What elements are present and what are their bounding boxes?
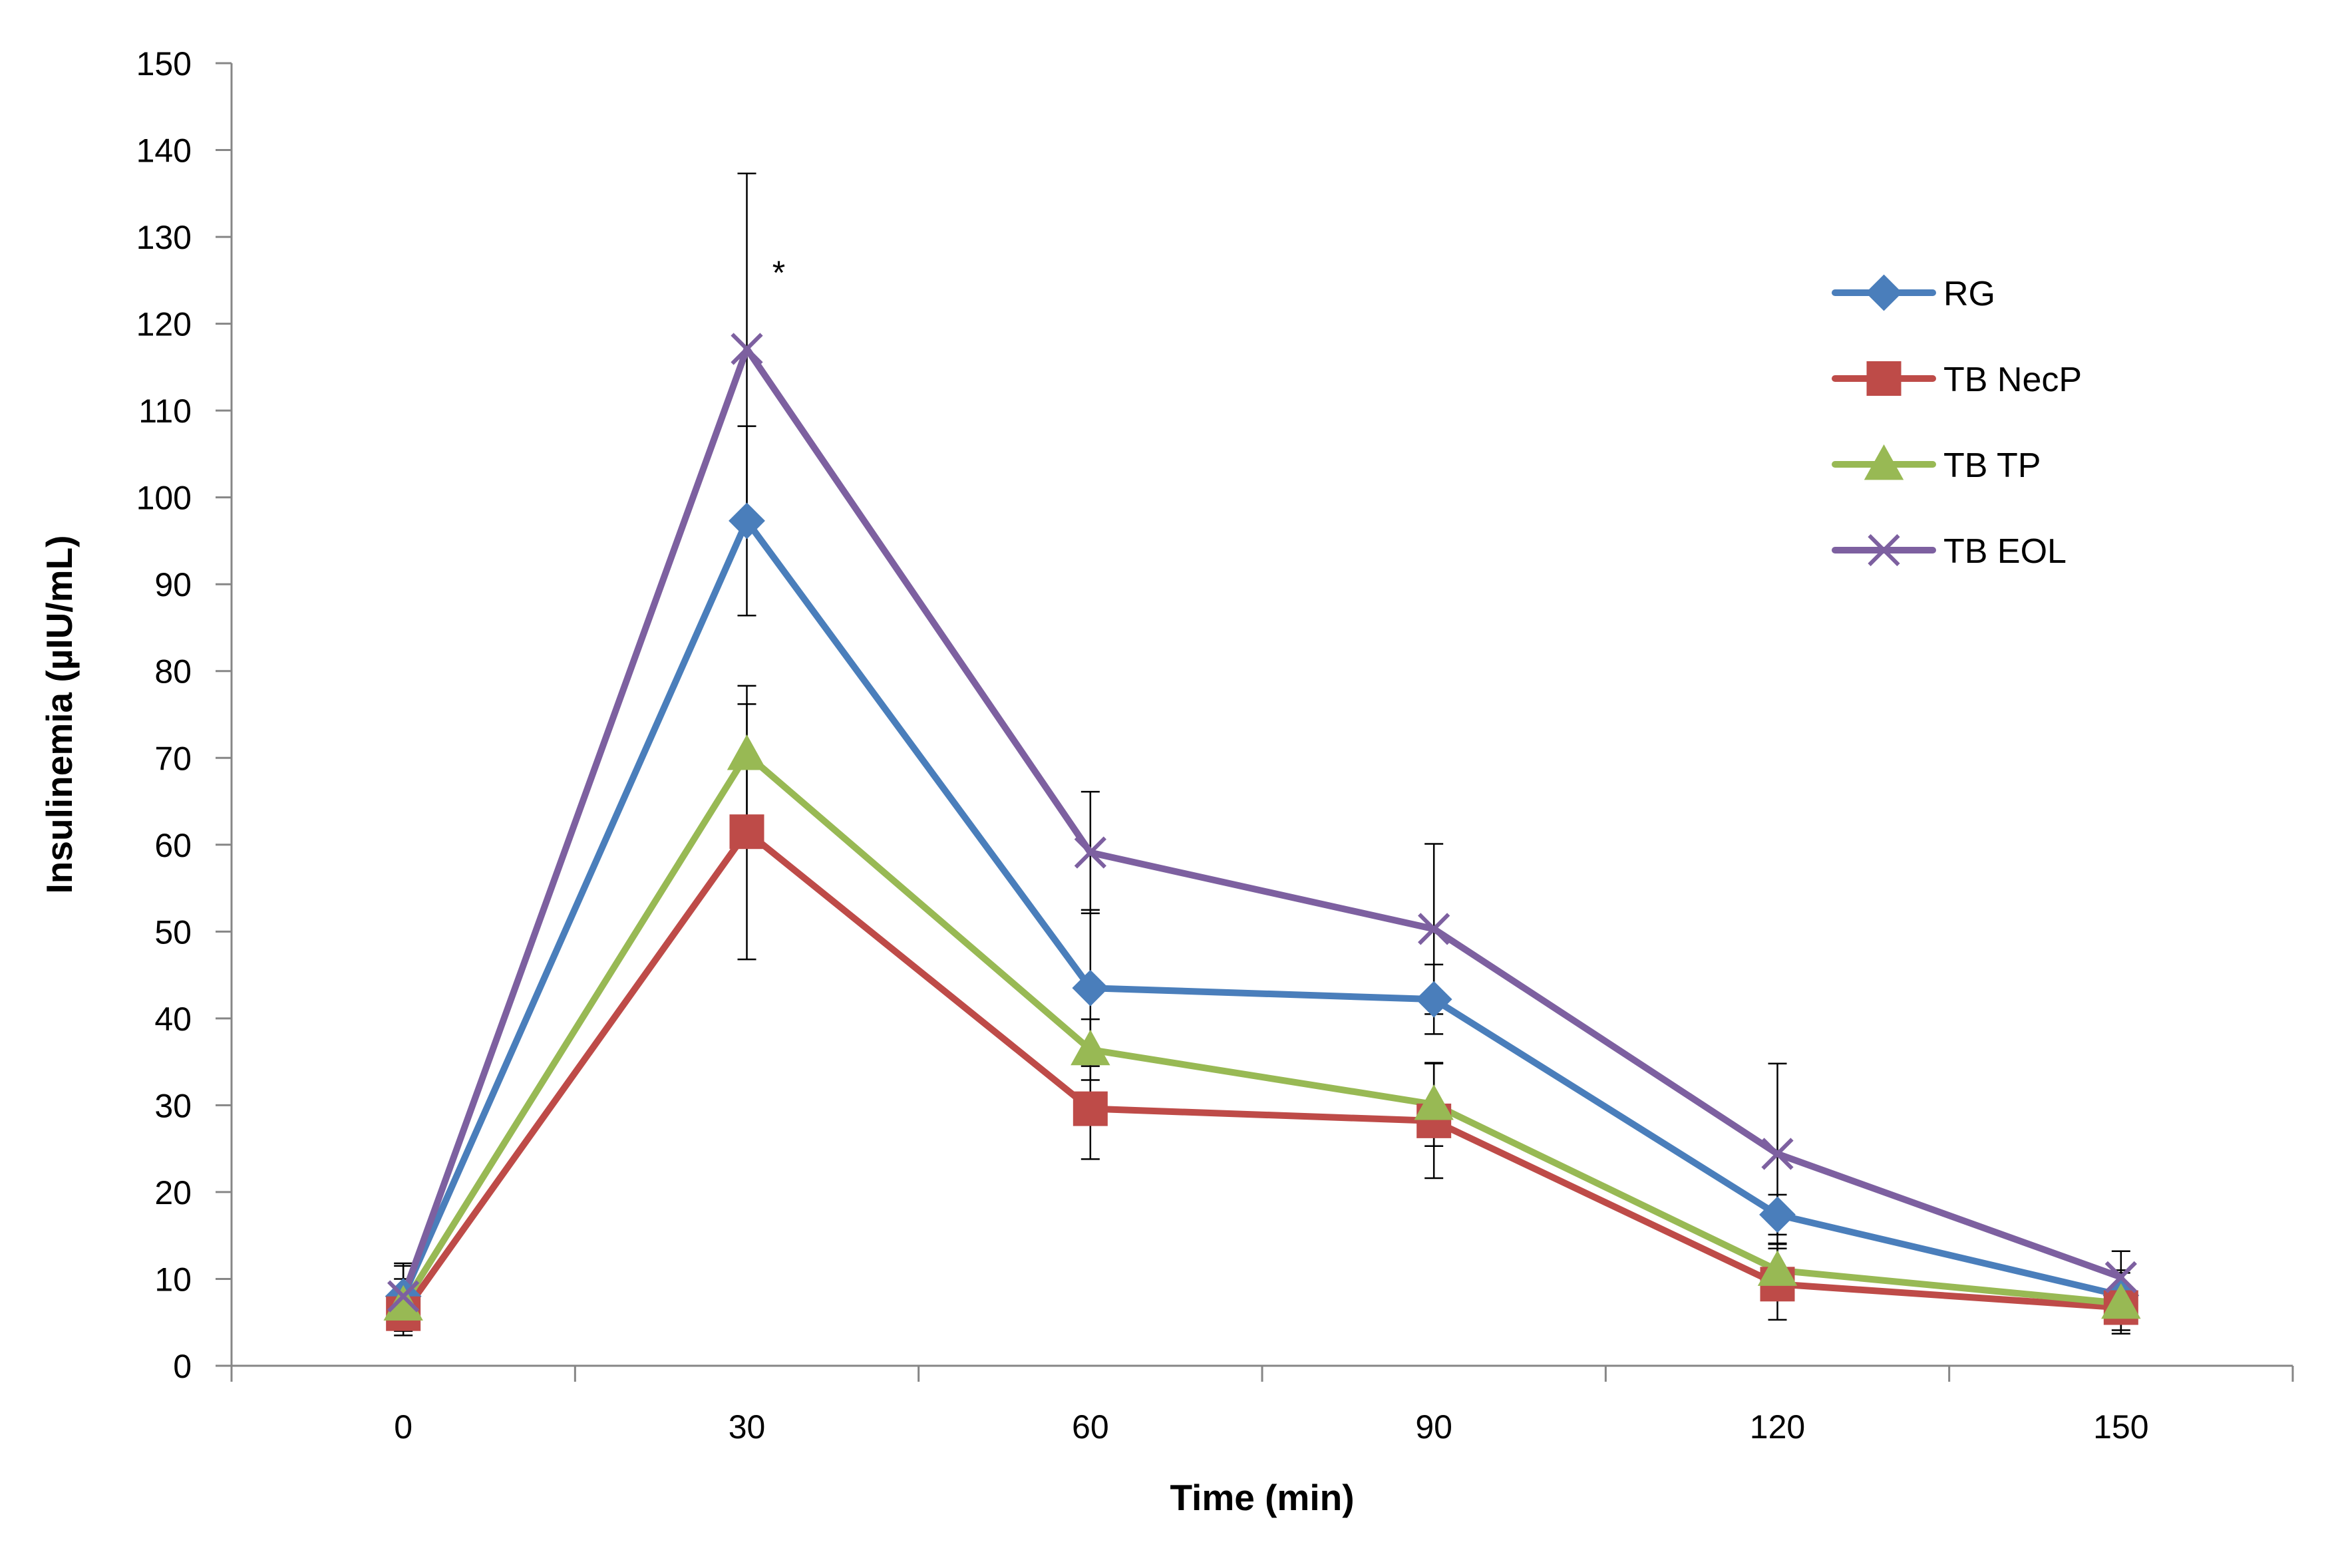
y-tick-label: 150 <box>136 45 192 82</box>
legend-item-tb-tp: TB TP <box>1832 444 2041 485</box>
x-tick-label: 150 <box>2093 1408 2148 1446</box>
legend-marker-tb-necp <box>1866 361 1902 396</box>
y-tick-label: 70 <box>154 740 192 777</box>
x-tick-label: 120 <box>1750 1408 1805 1446</box>
legend-label-tb-necp: TB NecP <box>1943 361 2082 399</box>
data-point-tb-tp <box>727 734 767 770</box>
series-line-tb-tp <box>400 751 2124 1309</box>
y-tick-label: 60 <box>154 827 192 864</box>
data-point-tb-necp <box>1073 1091 1108 1126</box>
data-point-rg <box>1415 981 1452 1018</box>
y-tick-label: 110 <box>138 392 192 430</box>
legend-label-tb-tp: TB TP <box>1943 446 2041 485</box>
y-tick-label: 90 <box>154 566 192 603</box>
legend-marker-tb-tp <box>1864 444 1904 480</box>
data-point-tb-eol <box>731 333 763 365</box>
y-tick-label: 10 <box>154 1261 192 1298</box>
legend-label-rg: RG <box>1943 275 1995 313</box>
series-line-tb-necp <box>400 828 2124 1317</box>
y-tick-label: 40 <box>154 1001 192 1038</box>
series-line-tb-eol <box>400 345 2124 1300</box>
x-tick-label: 90 <box>1415 1408 1452 1446</box>
data-point-tb-eol <box>387 1280 420 1313</box>
data-point-tb-eol <box>1761 1138 1794 1170</box>
y-tick-label: 130 <box>136 219 192 256</box>
y-tick-label: 80 <box>154 653 192 691</box>
y-tick-label: 20 <box>154 1174 192 1211</box>
data-point-rg <box>1072 969 1109 1007</box>
legend-item-tb-necp: TB NecP <box>1832 361 2082 399</box>
y-tick-label: 30 <box>154 1087 192 1124</box>
x-axis-title: Time (min) <box>1170 1477 1354 1518</box>
data-point-tb-tp <box>1757 1250 1798 1286</box>
legend-marker-rg <box>1866 274 1902 311</box>
legend-label-tb-eol: TB EOL <box>1943 532 2067 571</box>
data-point-tb-tp <box>2101 1283 2141 1319</box>
data-point-tb-necp <box>729 814 764 850</box>
data-point-tb-eol <box>2104 1261 2137 1293</box>
x-tick-label: 60 <box>1072 1408 1109 1446</box>
data-point-rg <box>729 502 765 540</box>
data-point-tb-eol <box>1074 836 1106 869</box>
data-point-tb-tp <box>1414 1084 1454 1120</box>
data-point-rg <box>1759 1196 1796 1233</box>
y-axis-title: Insulinemia (µIU/mL) <box>39 536 80 894</box>
y-tick-label: 140 <box>136 132 192 170</box>
y-tick-label: 0 <box>173 1348 192 1385</box>
y-tick-label: 120 <box>136 306 192 343</box>
legend-item-rg: RG <box>1832 274 1995 313</box>
y-tick-label: 50 <box>154 913 192 951</box>
x-tick-label: 0 <box>394 1408 413 1446</box>
legend-item-tb-eol: TB EOL <box>1832 532 2067 571</box>
data-point-tb-eol <box>1418 913 1450 945</box>
y-tick-label: 100 <box>136 480 192 517</box>
legend-marker-tb-eol <box>1868 534 1900 567</box>
significance-marker: * <box>772 254 785 291</box>
x-tick-label: 30 <box>729 1408 766 1446</box>
series-line-rg <box>400 517 2124 1300</box>
data-point-tb-tp <box>1071 1029 1110 1066</box>
